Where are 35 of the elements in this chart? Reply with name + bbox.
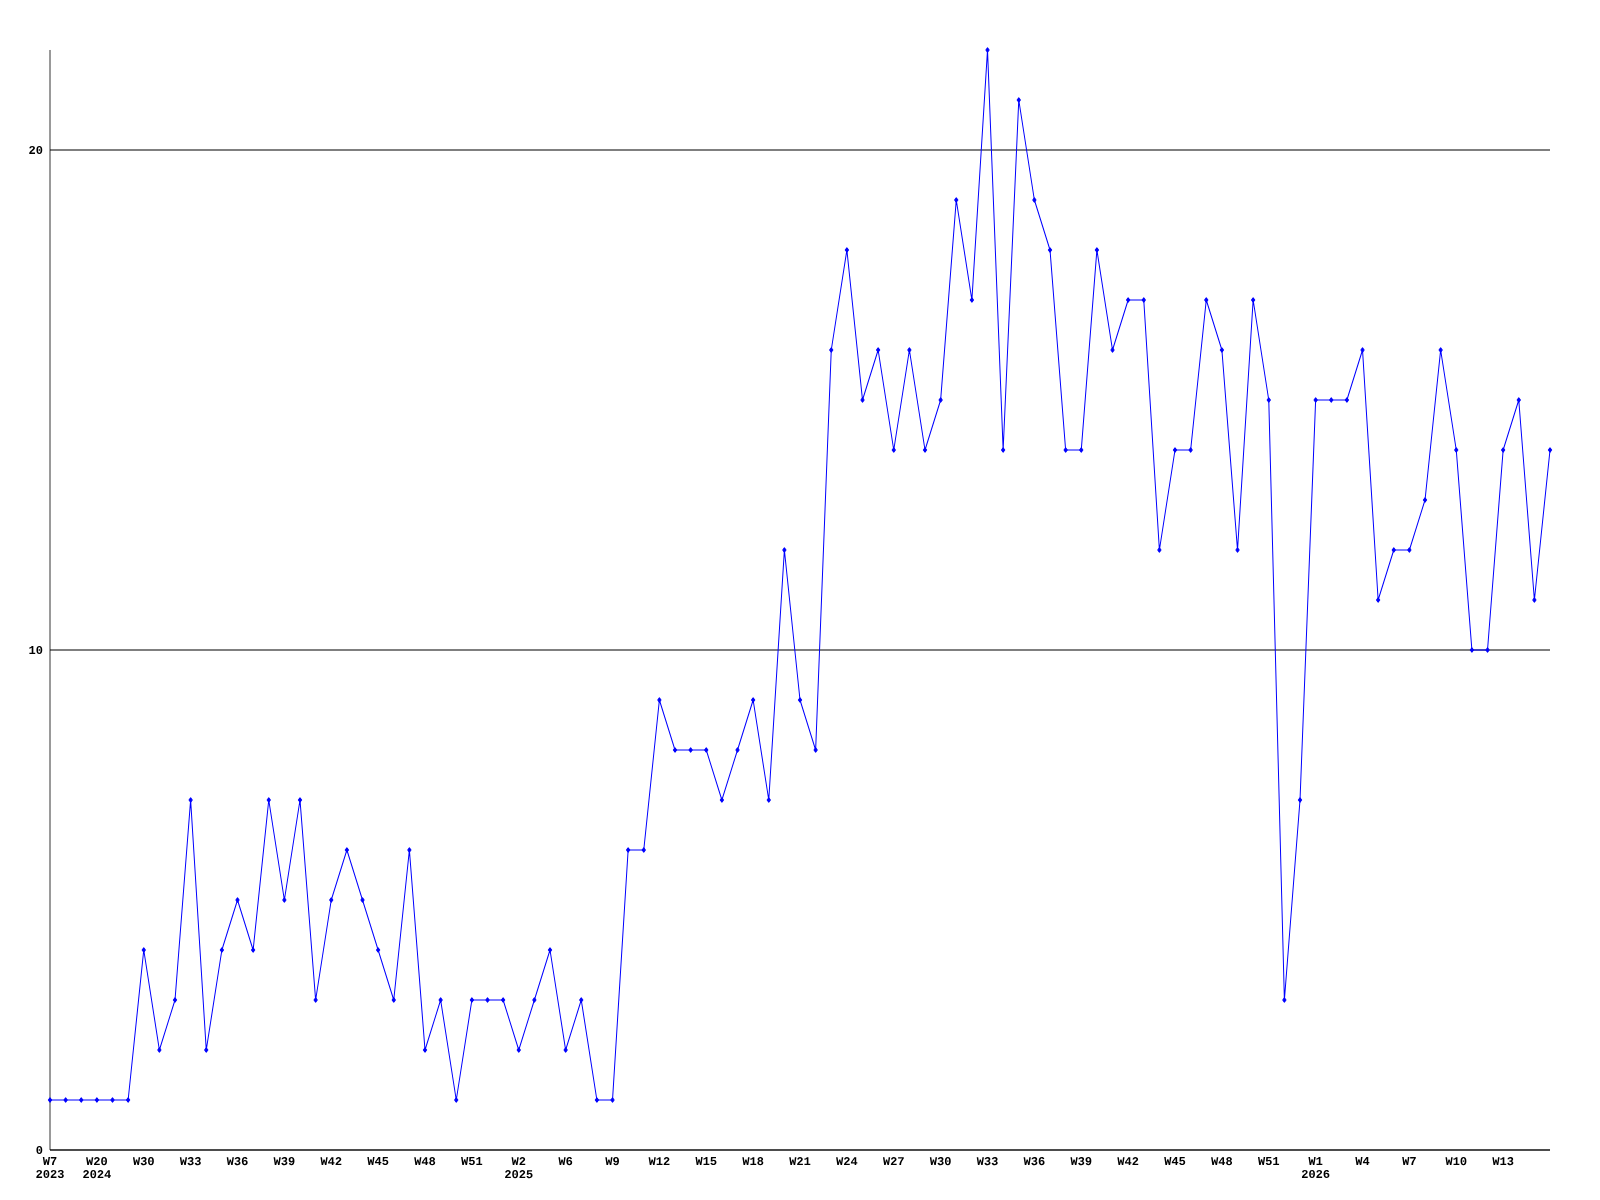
x-tick-label: W4 [1355,1157,1370,1165]
x-tick-label: W10 [1445,1157,1467,1166]
x-tick-label: W42 [320,1157,342,1166]
y-tick-label: 20 [29,145,43,155]
x-tick-label: W2 2025 [505,1157,533,1179]
x-tick-label: W6 [558,1157,573,1166]
x-tick-label: W13 [1492,1157,1514,1166]
x-tick-label: W42 [1117,1157,1139,1166]
x-tick-label: W36 [226,1157,248,1166]
x-tick-label: W30 [132,1157,154,1166]
x-tick-label: W45 [367,1157,389,1166]
x-tick-label: W21 [789,1157,811,1166]
x-tick-label: W48 [414,1157,436,1166]
x-tick-label: W51 [461,1157,483,1166]
x-tick-label: W39 [273,1157,295,1166]
y-tick-label: 0 [36,1145,43,1155]
x-tick-label: W45 [1164,1157,1186,1166]
x-tick-label: W33 [179,1157,201,1166]
x-tick-label: W36 [1023,1157,1045,1166]
x-tick-label: W51 [1257,1157,1280,1166]
x-tick-label: W7 2023 [36,1157,64,1179]
x-tick-label: W39 [1070,1157,1092,1166]
x-tick-label: W20 2024 [83,1157,111,1179]
x-tick-label: W33 [976,1157,998,1166]
x-tick-label: W24 [836,1157,858,1166]
x-tick-label: W15 [695,1157,717,1166]
x-tick-label: W48 [1211,1157,1233,1166]
x-tick-label: W7 [1402,1157,1416,1165]
y-tick-label: 10 [29,645,43,655]
x-tick-label: W9 [605,1157,619,1166]
x-tick-label: W12 [648,1157,670,1166]
x-tick-label: W18 [742,1157,764,1166]
x-tick-label: W30 [929,1157,951,1166]
x-tick-label: W1 2026 [1301,1157,1330,1179]
x-tick-label: W27 [882,1157,904,1166]
